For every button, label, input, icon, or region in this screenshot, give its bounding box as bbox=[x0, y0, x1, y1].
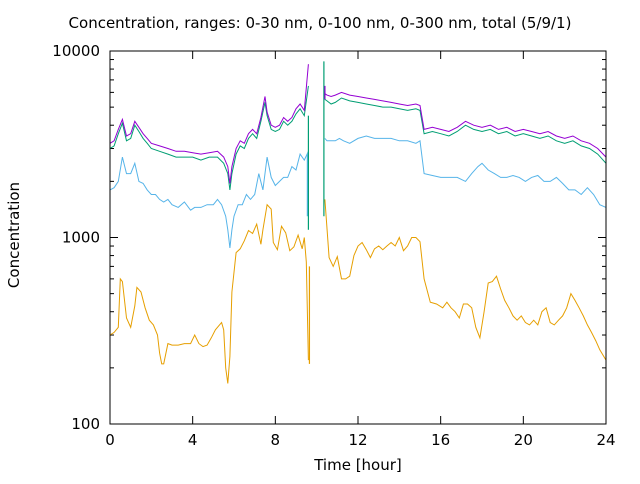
plot-frame bbox=[109, 50, 607, 425]
x-tick-label: 16 bbox=[431, 431, 450, 449]
x-tick-label: 20 bbox=[514, 431, 533, 449]
y-tick-label: 100 bbox=[71, 415, 100, 433]
x-tick-label: 12 bbox=[348, 431, 367, 449]
series-1-line bbox=[109, 203, 309, 384]
series-2-line bbox=[109, 151, 309, 248]
x-tick-label: 24 bbox=[596, 431, 615, 449]
y-axis-label: Concentration bbox=[5, 181, 23, 289]
y-tick-label: 10000 bbox=[52, 42, 100, 60]
x-tick-label: 8 bbox=[271, 431, 281, 449]
series-2-line bbox=[324, 135, 607, 208]
x-axis-label: Time [hour] bbox=[314, 456, 402, 474]
series-3-line bbox=[324, 97, 607, 164]
series-1-line bbox=[324, 199, 607, 361]
x-tick-label: 4 bbox=[188, 431, 198, 449]
x-tick-label: 0 bbox=[105, 431, 115, 449]
chart-title: Concentration, ranges: 0-30 nm, 0-100 nm… bbox=[68, 14, 572, 32]
series-4-line bbox=[324, 91, 607, 158]
series-4-line bbox=[109, 64, 309, 184]
y-tick-label: 1000 bbox=[62, 229, 100, 247]
series-3-line bbox=[109, 85, 309, 190]
